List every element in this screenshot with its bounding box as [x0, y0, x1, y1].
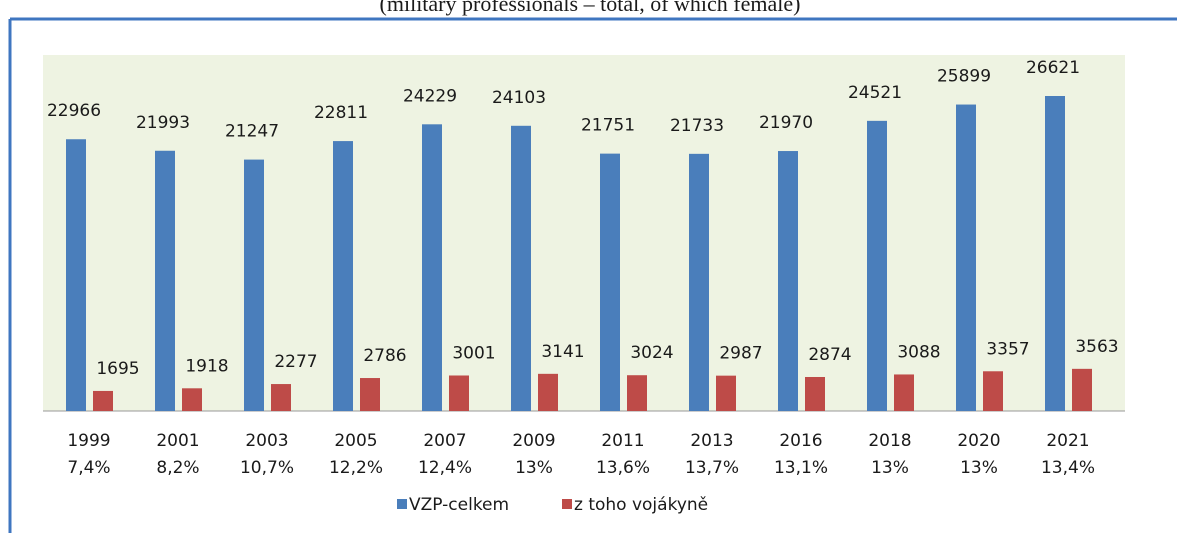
x-tick-sublabel: 13,1% — [774, 458, 828, 478]
bar — [538, 373, 558, 411]
value-label: 1695 — [96, 359, 139, 379]
x-tick-sublabel: 13,7% — [685, 458, 739, 478]
x-tick-label: 2018 — [868, 431, 911, 451]
bar — [449, 375, 469, 411]
x-tick-label: 2011 — [601, 431, 644, 451]
value-label: 3001 — [452, 343, 495, 363]
value-label: 1918 — [185, 356, 228, 376]
bar — [511, 125, 531, 412]
legend-swatch — [562, 499, 572, 509]
x-tick-label: 1999 — [67, 431, 110, 451]
legend-label: VZP-celkem — [409, 495, 509, 515]
value-label: 2987 — [719, 344, 762, 364]
bar — [244, 159, 264, 411]
legend-swatch — [397, 499, 407, 509]
x-tick-label: 2013 — [690, 431, 733, 451]
bar — [182, 388, 202, 411]
x-tick-sublabel: 13% — [960, 458, 998, 478]
bar — [894, 374, 914, 411]
x-tick-label: 2016 — [779, 431, 822, 451]
bar — [805, 376, 825, 411]
x-tick-label: 2009 — [512, 431, 555, 451]
x-tick-label: 2020 — [957, 431, 1000, 451]
bar — [689, 153, 709, 411]
bar — [600, 153, 620, 412]
bar — [93, 390, 113, 411]
bar — [333, 141, 353, 411]
x-tick-label: 2007 — [423, 431, 466, 451]
x-tick-sublabel: 10,7% — [240, 458, 294, 478]
x-tick-label: 2001 — [156, 431, 199, 451]
value-label: 24103 — [492, 88, 546, 108]
value-label: 3563 — [1075, 337, 1118, 357]
bar — [360, 378, 380, 411]
value-label: 24229 — [403, 86, 457, 106]
value-label: 21733 — [670, 116, 724, 136]
value-label: 3088 — [897, 342, 940, 362]
value-label: 25899 — [937, 67, 991, 87]
x-tick-sublabel: 8,2% — [156, 458, 199, 478]
x-tick-sublabel: 13,4% — [1041, 458, 1095, 478]
x-tick-sublabel: 13% — [515, 458, 553, 478]
value-label: 2874 — [808, 345, 851, 365]
x-tick-label: 2005 — [334, 431, 377, 451]
bar — [867, 120, 887, 411]
value-label: 22811 — [314, 103, 368, 123]
bar — [422, 124, 442, 412]
bar — [627, 375, 647, 411]
x-tick-label: 2021 — [1046, 431, 1089, 451]
legend-label: z toho vojákyně — [574, 495, 708, 515]
value-label: 3024 — [630, 343, 673, 363]
x-tick-sublabel: 7,4% — [67, 458, 110, 478]
value-label: 3141 — [541, 342, 584, 362]
bar — [66, 139, 86, 411]
bar — [1045, 96, 1065, 411]
value-label: 26621 — [1026, 58, 1080, 78]
chart-subtitle: (military professionals – total, of whic… — [380, 0, 801, 16]
x-tick-sublabel: 12,4% — [418, 458, 472, 478]
x-tick-sublabel: 13% — [871, 458, 909, 478]
x-tick-sublabel: 12,2% — [329, 458, 383, 478]
bar — [271, 384, 291, 411]
value-label: 2277 — [274, 352, 317, 372]
bar — [983, 371, 1003, 411]
plot-area — [43, 55, 1125, 411]
value-label: 22966 — [47, 101, 101, 121]
x-tick-sublabel: 13,6% — [596, 458, 650, 478]
value-label: 24521 — [848, 83, 902, 103]
bar — [1072, 368, 1092, 411]
bar — [778, 151, 798, 411]
bar — [155, 150, 175, 411]
value-label: 21970 — [759, 113, 813, 133]
bar — [716, 375, 736, 411]
bar — [956, 104, 976, 411]
value-label: 21751 — [581, 116, 635, 136]
value-label: 3357 — [986, 339, 1029, 359]
value-label: 21993 — [136, 113, 190, 133]
x-tick-label: 2003 — [245, 431, 288, 451]
value-label: 21247 — [225, 122, 279, 142]
value-label: 2786 — [363, 346, 406, 366]
